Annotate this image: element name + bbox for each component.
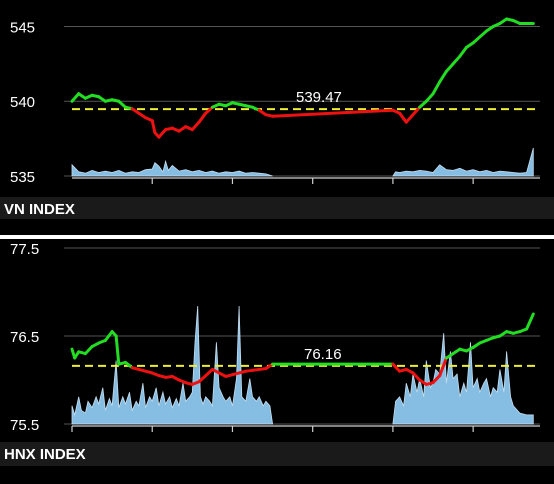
y-tick-label: 540 — [10, 94, 35, 111]
vn-index-line — [70, 17, 535, 139]
hnx-index-panel: 76.16 75.576.577.509:0010:0011:0012:0013… — [0, 241, 554, 466]
index-segment — [404, 113, 415, 124]
index-segment — [438, 356, 448, 378]
index-segment — [458, 45, 468, 58]
index-segment — [424, 92, 435, 103]
vn-index-title-bar: VN INDEX — [0, 197, 554, 219]
volume-area — [71, 305, 274, 425]
index-segment — [438, 69, 448, 84]
index-segment — [150, 119, 157, 135]
vn-index-title: VN INDEX — [4, 201, 75, 218]
index-segment — [114, 334, 121, 366]
hnx-index-title-bar: HNX INDEX — [0, 442, 554, 466]
index-segment — [391, 362, 402, 373]
y-tick-label: 76.5 — [10, 329, 39, 346]
reference-value-label: 539.47 — [296, 89, 342, 106]
index-segment — [525, 312, 535, 331]
y-tick-label: 77.5 — [10, 241, 39, 258]
index-segment — [451, 54, 462, 66]
y-tick-label: 545 — [10, 19, 35, 36]
hnx-index-line — [70, 312, 535, 386]
index-segment — [157, 128, 168, 139]
reference-value-label: 76.16 — [304, 346, 342, 363]
index-segment — [204, 367, 214, 378]
index-segment — [83, 345, 94, 356]
hnx-index-title: HNX INDEX — [4, 446, 86, 463]
index-segment — [398, 111, 408, 124]
index-segment — [411, 371, 422, 382]
vn-index-reference: 539.47 — [72, 89, 540, 111]
index-segment — [197, 111, 208, 124]
index-segment — [70, 92, 81, 103]
vn-index-volume — [71, 147, 534, 177]
title-bar-background — [0, 197, 554, 219]
vn-index-panel: 539.47 53554054510:0011:0012:0013:0014:0… — [0, 17, 554, 239]
index-segment — [444, 62, 455, 73]
hnx-index-reference: 76.16 — [72, 346, 540, 367]
index-segment — [103, 330, 114, 342]
y-tick-label: 75.5 — [10, 417, 39, 434]
index-segment — [431, 80, 442, 96]
index-segment — [271, 108, 395, 118]
index-segment — [197, 374, 208, 384]
title-bar-background — [0, 442, 554, 466]
index-segment — [431, 374, 442, 385]
y-tick-label: 535 — [10, 169, 35, 186]
index-segment — [411, 105, 422, 117]
volume-area — [71, 159, 273, 177]
volume-area — [392, 147, 534, 177]
index-segment — [190, 120, 201, 132]
panel-separator — [0, 235, 554, 239]
